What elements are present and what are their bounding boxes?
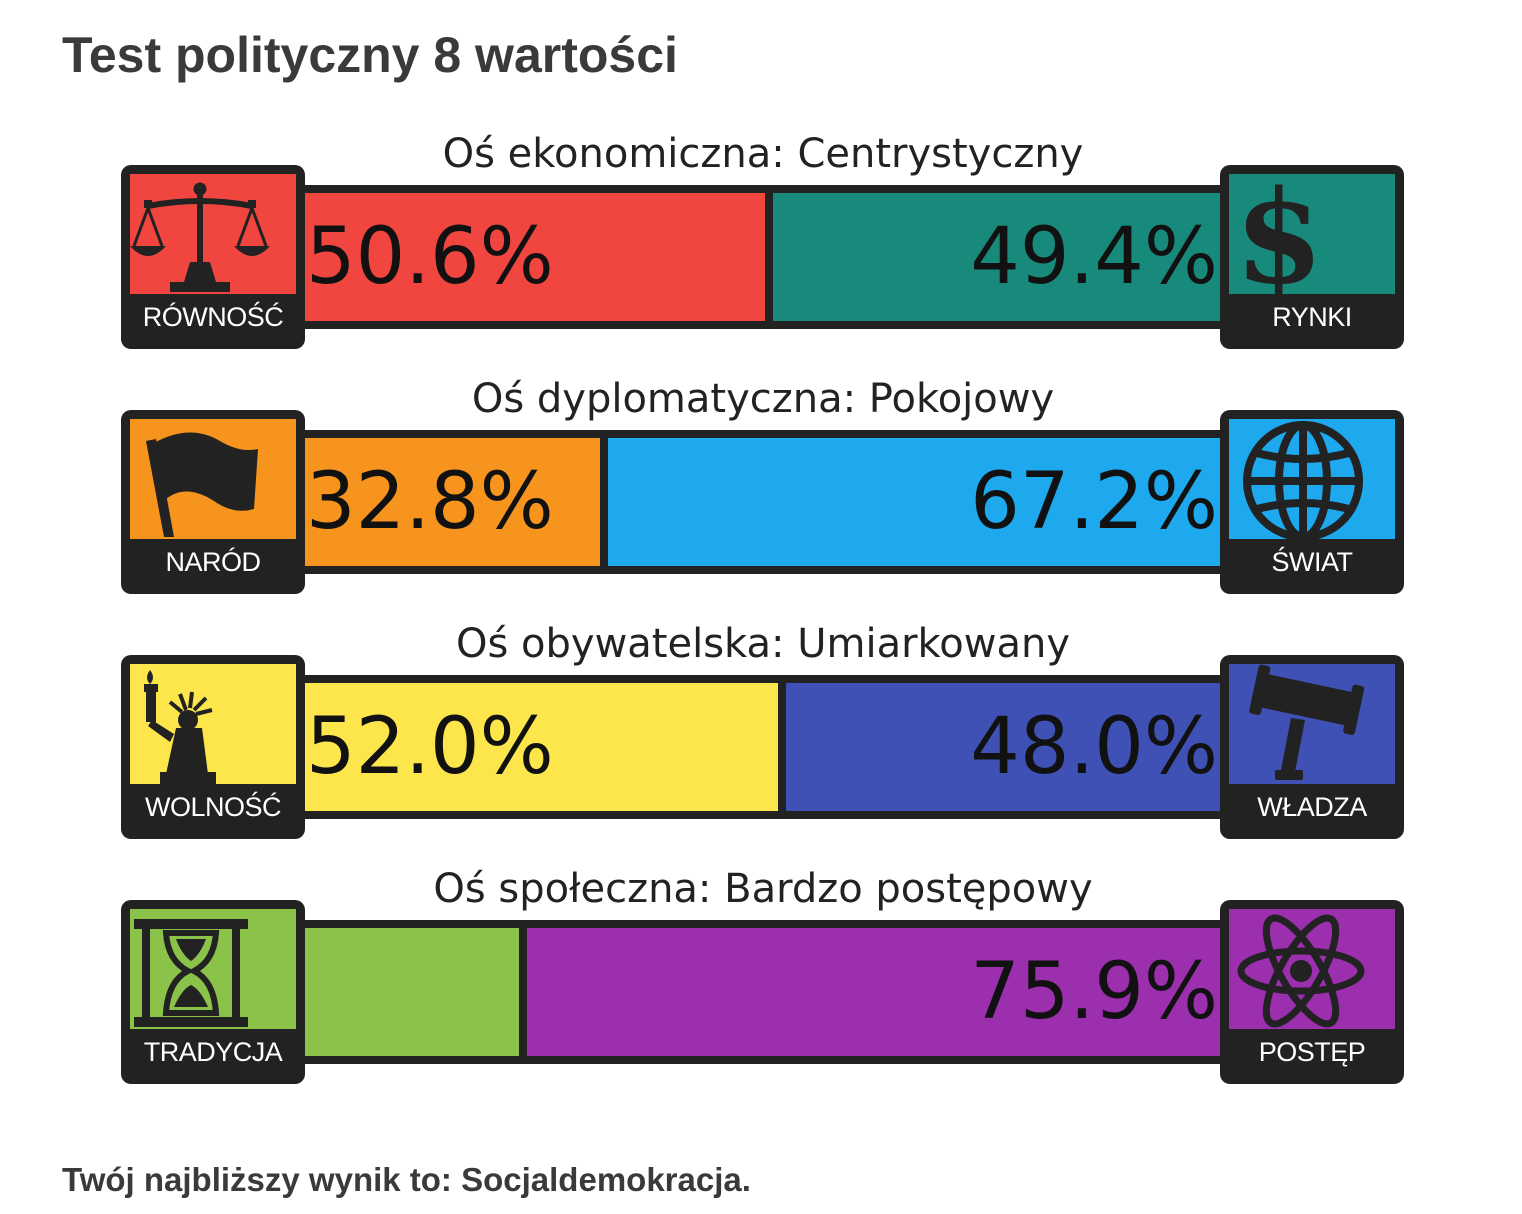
authority-label: WŁADZA [1257, 792, 1367, 822]
scales-icon [130, 174, 296, 294]
bar-divider [519, 928, 528, 1056]
bar-divider [764, 193, 773, 321]
right-segment: 67.2% [603, 438, 1226, 566]
progress-label: POSTĘP [1258, 1037, 1366, 1067]
world-label: ŚWIAT [1271, 547, 1354, 577]
markets-label: RYNKI [1272, 302, 1352, 332]
tradition-badge: TRADYCJA [121, 900, 305, 1084]
page-title: Test polityczny 8 wartości [62, 27, 678, 83]
flag-icon [130, 419, 296, 539]
svg-text:$: $ [1234, 174, 1323, 294]
right-percentage: 48.0% [970, 702, 1218, 792]
gavel-icon [1229, 664, 1395, 784]
closest-result-text: Twój najbliższy wynik to: Socjaldemokrac… [62, 1161, 751, 1198]
left-segment: 52.0% [300, 683, 782, 811]
equality-label: RÓWNOŚĆ [142, 302, 284, 332]
bar-divider [777, 683, 786, 811]
progress-badge: POSTĘP [1220, 900, 1404, 1084]
liberty-badge: WOLNOŚĆ [121, 655, 305, 839]
left-percentage: 50.6% [306, 212, 554, 302]
nation-badge: NARÓD [121, 410, 305, 594]
authority-badge: WŁADZA [1220, 655, 1404, 839]
axis-title: Oś społeczna: Bardzo postępowy [433, 866, 1093, 912]
axis-civil: Oś obywatelska: Umiarkowany 52.0% 48.0% [0, 612, 1522, 852]
axis-title: Oś obywatelska: Umiarkowany [456, 621, 1070, 667]
left-percentage: 32.8% [306, 457, 554, 547]
globe-icon [1229, 419, 1395, 539]
markets-badge: $ RYNKI [1220, 165, 1404, 349]
tradition-label: TRADYCJA [143, 1037, 283, 1067]
bar-divider [599, 438, 608, 566]
nation-label: NARÓD [165, 547, 261, 577]
left-segment [300, 928, 524, 1056]
axis-bar: 32.8% 67.2% [300, 430, 1226, 574]
dollar-icon: $ [1229, 174, 1395, 294]
axis-diplomatic: Oś dyplomatyczna: Pokojowy 32.8% 67.2% N… [0, 367, 1522, 607]
right-percentage: 67.2% [970, 457, 1218, 547]
right-segment: 48.0% [781, 683, 1226, 811]
right-percentage: 75.9% [970, 947, 1218, 1037]
liberty-label: WOLNOŚĆ [144, 792, 282, 822]
right-segment: 49.4% [768, 193, 1226, 321]
axis-economic: Oś ekonomiczna: Centrystyczny 50.6% 49.4… [0, 122, 1522, 362]
left-segment: 50.6% [300, 193, 769, 321]
axis-bar: 50.6% 49.4% [300, 185, 1226, 329]
axis-bar: 75.9% [300, 920, 1226, 1064]
axis-title: Oś dyplomatyczna: Pokojowy [471, 376, 1055, 422]
left-percentage: 52.0% [306, 702, 554, 792]
left-segment: 32.8% [300, 438, 604, 566]
axis-social: Oś społeczna: Bardzo postępowy 75.9% [0, 857, 1522, 1097]
axis-bar: 52.0% 48.0% [300, 675, 1226, 819]
atom-icon [1229, 909, 1395, 1029]
axis-title: Oś ekonomiczna: Centrystyczny [442, 131, 1084, 177]
right-percentage: 49.4% [970, 212, 1218, 302]
right-segment: 75.9% [523, 928, 1226, 1056]
statue-of-liberty-icon [130, 664, 296, 784]
equality-badge: RÓWNOŚĆ [121, 165, 305, 349]
hourglass-icon [130, 909, 296, 1029]
world-badge: ŚWIAT [1220, 410, 1404, 594]
